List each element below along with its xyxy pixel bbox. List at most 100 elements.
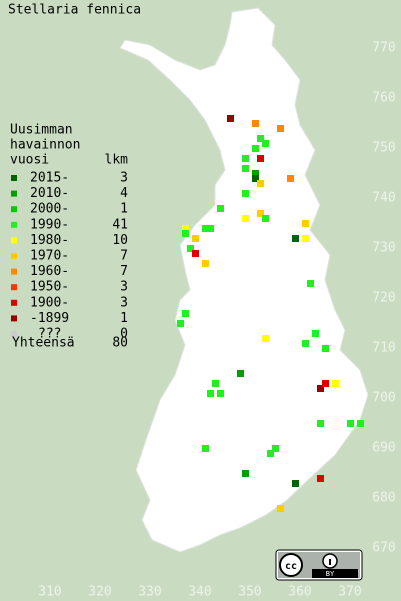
observation-square — [212, 380, 219, 387]
legend-count: 0 — [120, 327, 128, 342]
observation-square — [312, 330, 319, 337]
observation-square — [217, 205, 224, 212]
observation-square — [252, 170, 259, 177]
legend-header: vuosi — [10, 153, 49, 168]
y-tick-label: 680 — [372, 491, 395, 506]
observation-square — [182, 225, 189, 232]
observation-square — [242, 215, 249, 222]
x-tick-label: 330 — [138, 585, 161, 600]
legend-swatch — [11, 175, 17, 181]
legend-swatch — [11, 221, 17, 228]
legend-label: 1960- — [30, 264, 69, 279]
observation-square — [242, 155, 249, 162]
observation-square — [182, 310, 189, 317]
legend-count-header: lkm — [105, 153, 129, 168]
y-tick-label: 720 — [372, 291, 395, 306]
legend-swatch — [11, 331, 17, 337]
legend-count: 7 — [120, 264, 128, 279]
legend-count: 3 — [120, 280, 128, 295]
observation-square — [317, 475, 324, 482]
map-title: Stellaria fennica — [8, 3, 141, 18]
legend-count: 1 — [120, 202, 128, 217]
observation-square — [237, 370, 244, 377]
observation-square — [262, 140, 269, 147]
legend-label: 1980- — [30, 233, 69, 248]
legend-label: 1970- — [30, 249, 69, 264]
legend-swatch — [11, 299, 17, 306]
observation-square — [272, 445, 279, 452]
observation-square — [302, 220, 309, 227]
legend-count: 1 — [120, 311, 128, 326]
legend-total: 80 — [112, 336, 128, 351]
observation-square — [322, 345, 329, 352]
y-tick-label: 730 — [372, 241, 395, 256]
license-badge: cc BY — [275, 549, 363, 581]
legend-swatch — [11, 237, 17, 244]
observation-square — [292, 480, 299, 487]
observation-square — [262, 215, 269, 222]
legend-label: 1900- — [30, 295, 69, 310]
legend-count: 4 — [120, 186, 128, 201]
observation-square — [242, 470, 249, 477]
legend-label: 1990- — [30, 217, 69, 232]
y-tick-label: 690 — [372, 441, 395, 456]
y-tick-label: 760 — [372, 91, 395, 106]
observation-square — [347, 420, 354, 427]
svg-text:cc: cc — [285, 561, 297, 572]
observation-square — [302, 340, 309, 347]
legend-total-label: Yhteensä — [12, 336, 75, 351]
observation-square — [257, 135, 264, 142]
legend-header: Uusimman — [10, 123, 73, 138]
observation-square — [307, 280, 314, 287]
legend-label: 2010- — [30, 186, 69, 201]
legend-count: 3 — [120, 171, 128, 186]
observation-square — [202, 225, 209, 232]
observation-square — [317, 385, 324, 392]
observation-square — [257, 180, 264, 187]
x-tick-label: 320 — [88, 585, 111, 600]
legend-swatch — [11, 253, 17, 259]
x-tick-label: 350 — [238, 585, 261, 600]
license-text: BY — [326, 570, 335, 578]
legend-label: -1899 — [30, 311, 69, 326]
x-tick-label: 340 — [188, 585, 211, 600]
finland-outline — [119, 7, 369, 553]
observation-square — [252, 145, 259, 152]
observation-square — [252, 175, 259, 182]
y-tick-label: 740 — [372, 191, 395, 206]
legend-label: 1950- — [30, 280, 69, 295]
legend-label: 2015- — [30, 171, 69, 186]
observation-square — [292, 235, 299, 242]
observation-square — [252, 120, 259, 127]
x-tick-label: 310 — [38, 585, 61, 600]
y-tick-label: 750 — [372, 141, 395, 156]
legend-count: 41 — [112, 217, 128, 232]
observation-square — [257, 155, 264, 162]
observation-square — [257, 210, 264, 217]
observation-square — [242, 165, 249, 172]
observation-square — [332, 380, 339, 387]
observation-square — [262, 335, 269, 342]
observation-square — [317, 420, 324, 427]
observation-square — [192, 250, 199, 257]
legend-swatch — [11, 284, 17, 291]
legend-swatch — [11, 206, 17, 213]
observation-square — [202, 260, 209, 267]
y-tick-label: 710 — [372, 341, 395, 356]
y-tick-label: 700 — [372, 391, 395, 406]
y-tick-label: 670 — [372, 541, 395, 556]
x-tick-label: 370 — [338, 585, 361, 600]
legend-count: 3 — [120, 295, 128, 310]
y-tick-label: 770 — [372, 41, 395, 56]
legend-swatch — [11, 315, 17, 322]
x-tick-label: 360 — [288, 585, 311, 600]
observation-square — [242, 190, 249, 197]
observation-square — [207, 390, 214, 397]
observation-square — [357, 420, 364, 427]
observation-square — [177, 320, 184, 327]
legend-count: 7 — [120, 249, 128, 264]
observation-square — [227, 115, 234, 122]
observation-square — [267, 450, 274, 457]
observation-square — [322, 380, 329, 387]
